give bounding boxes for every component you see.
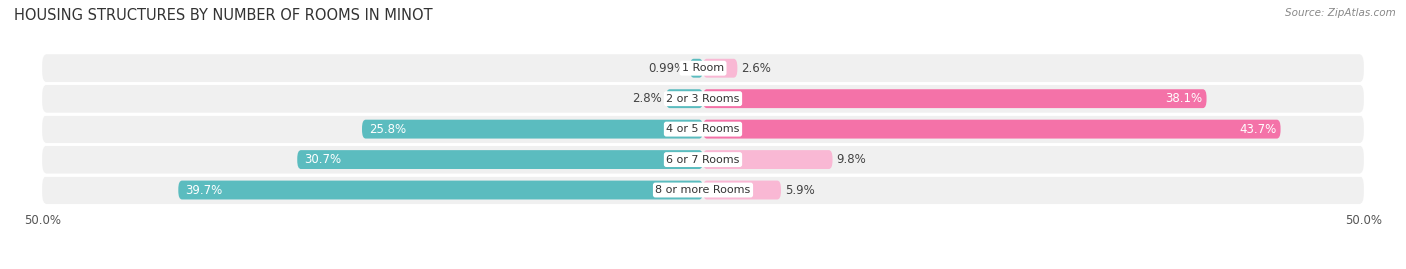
FancyBboxPatch shape (42, 115, 1364, 143)
FancyBboxPatch shape (297, 150, 703, 169)
FancyBboxPatch shape (42, 146, 1364, 174)
Text: 4 or 5 Rooms: 4 or 5 Rooms (666, 124, 740, 134)
Text: 25.8%: 25.8% (368, 123, 406, 136)
FancyBboxPatch shape (703, 120, 1281, 139)
Text: 5.9%: 5.9% (785, 183, 814, 197)
Text: 30.7%: 30.7% (304, 153, 342, 166)
Text: 8 or more Rooms: 8 or more Rooms (655, 185, 751, 195)
Text: 43.7%: 43.7% (1239, 123, 1277, 136)
Text: 0.99%: 0.99% (648, 62, 686, 75)
FancyBboxPatch shape (42, 176, 1364, 204)
Text: 38.1%: 38.1% (1166, 92, 1202, 105)
FancyBboxPatch shape (179, 180, 703, 200)
FancyBboxPatch shape (690, 59, 703, 78)
Text: 6 or 7 Rooms: 6 or 7 Rooms (666, 155, 740, 165)
FancyBboxPatch shape (703, 150, 832, 169)
FancyBboxPatch shape (42, 54, 1364, 82)
FancyBboxPatch shape (703, 59, 737, 78)
Text: 9.8%: 9.8% (837, 153, 866, 166)
Text: 39.7%: 39.7% (186, 183, 222, 197)
FancyBboxPatch shape (703, 180, 780, 200)
Text: 2.8%: 2.8% (633, 92, 662, 105)
Text: 2.6%: 2.6% (741, 62, 772, 75)
Text: 1 Room: 1 Room (682, 63, 724, 73)
Text: HOUSING STRUCTURES BY NUMBER OF ROOMS IN MINOT: HOUSING STRUCTURES BY NUMBER OF ROOMS IN… (14, 8, 433, 23)
FancyBboxPatch shape (42, 85, 1364, 113)
FancyBboxPatch shape (361, 120, 703, 139)
FancyBboxPatch shape (703, 89, 1206, 108)
Text: Source: ZipAtlas.com: Source: ZipAtlas.com (1285, 8, 1396, 18)
FancyBboxPatch shape (666, 89, 703, 108)
Text: 2 or 3 Rooms: 2 or 3 Rooms (666, 94, 740, 104)
